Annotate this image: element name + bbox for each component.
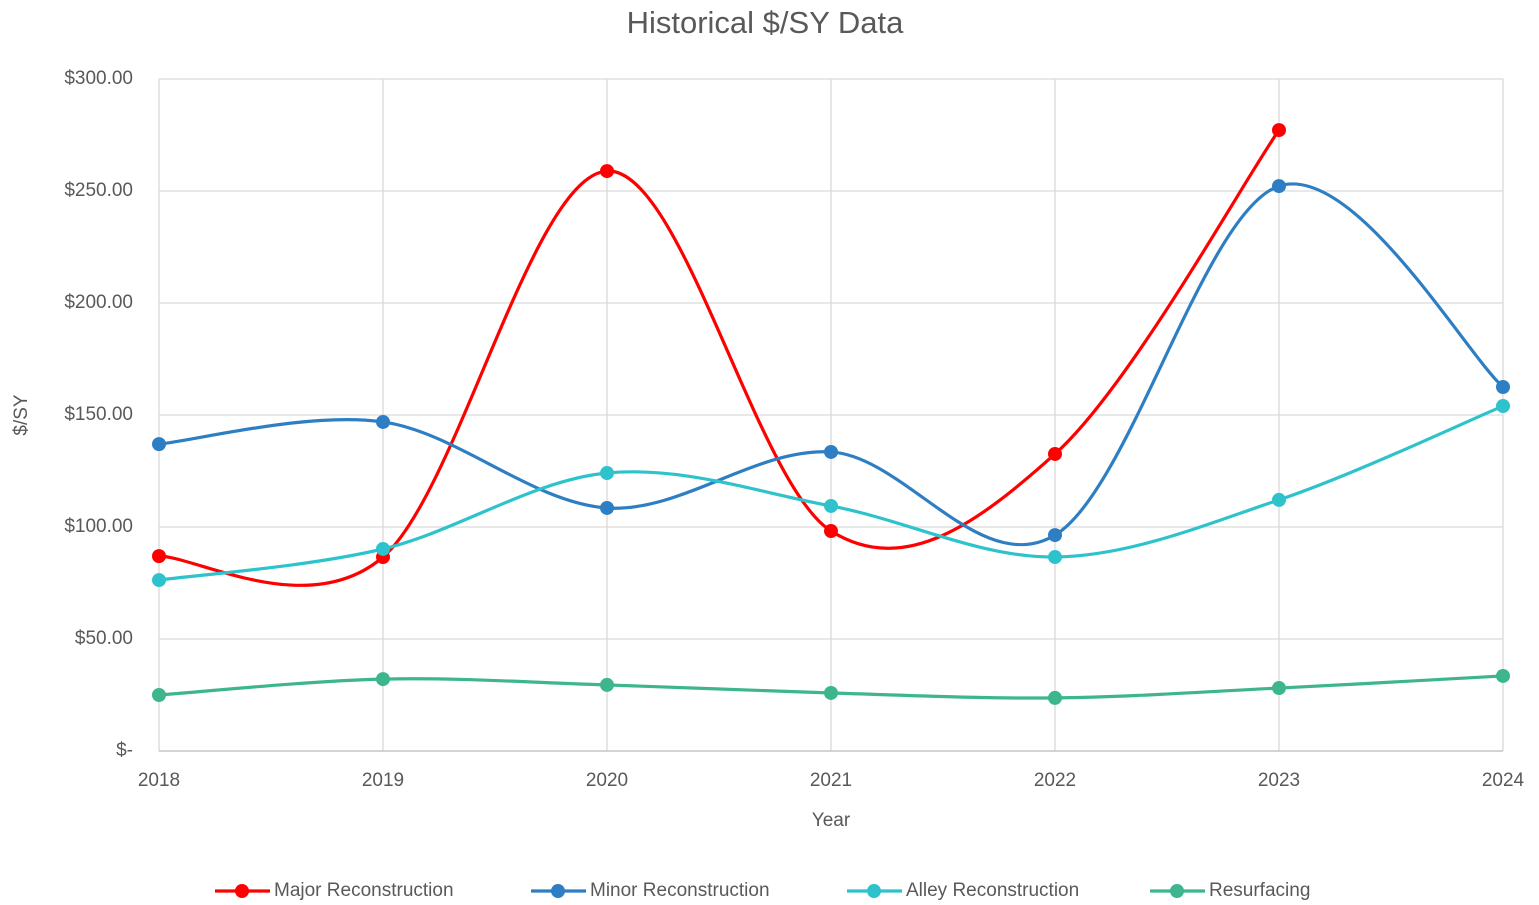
x-tick-label: 2018 xyxy=(138,770,180,791)
data-point xyxy=(1272,492,1286,507)
y-tick-label: $- xyxy=(116,740,133,761)
data-point xyxy=(376,672,390,687)
data-point xyxy=(600,500,614,515)
data-point xyxy=(824,444,838,459)
data-point xyxy=(600,677,614,692)
data-point xyxy=(824,498,838,513)
data-point xyxy=(1272,681,1286,696)
data-point xyxy=(1048,550,1062,565)
chart-title: Historical $/SY Data xyxy=(627,5,905,40)
x-tick-label: 2020 xyxy=(586,770,628,791)
legend-label: Resurfacing xyxy=(1209,880,1310,901)
y-tick-label: $200.00 xyxy=(64,292,133,313)
x-tick-label: 2022 xyxy=(1034,770,1076,791)
x-tick-label: 2024 xyxy=(1482,770,1525,791)
data-point xyxy=(600,164,614,179)
data-point xyxy=(1496,668,1510,683)
legend-item: Resurfacing xyxy=(1150,880,1310,901)
legend-label: Minor Reconstruction xyxy=(590,880,770,901)
data-point xyxy=(600,466,614,481)
y-tick-label: $250.00 xyxy=(64,180,133,201)
data-point xyxy=(824,524,838,539)
legend-label: Alley Reconstruction xyxy=(906,880,1079,901)
data-point xyxy=(1496,380,1510,394)
x-axis-title: Year xyxy=(812,810,851,831)
legend-item: Major Reconstruction xyxy=(215,880,454,901)
y-tick-label: $150.00 xyxy=(64,404,133,425)
series-line xyxy=(157,128,1281,587)
x-tick-label: 2023 xyxy=(1258,770,1300,791)
data-point xyxy=(824,685,838,700)
data-point xyxy=(1272,179,1286,194)
data-point xyxy=(376,541,390,556)
x-tick-label: 2019 xyxy=(362,770,404,791)
data-point xyxy=(1048,528,1062,543)
legend-item: Alley Reconstruction xyxy=(847,880,1079,901)
data-point xyxy=(152,549,166,564)
x-tick-label: 2021 xyxy=(810,770,852,791)
legend-marker xyxy=(235,884,249,898)
legend-marker xyxy=(867,884,881,898)
y-axis-title: $/SY xyxy=(11,394,32,436)
y-tick-label: $300.00 xyxy=(64,68,133,89)
legend-marker xyxy=(1170,884,1184,898)
legend-item: Minor Reconstruction xyxy=(531,880,770,901)
data-point xyxy=(1048,446,1062,461)
data-point xyxy=(1048,690,1062,705)
y-tick-label: $50.00 xyxy=(75,628,133,649)
data-point xyxy=(152,437,166,452)
legend-marker xyxy=(551,884,565,898)
data-point xyxy=(152,688,166,702)
data-point xyxy=(376,414,390,429)
data-point xyxy=(152,573,166,588)
data-point xyxy=(1496,399,1510,414)
y-tick-label: $100.00 xyxy=(64,516,133,537)
legend-label: Major Reconstruction xyxy=(274,880,454,901)
data-point xyxy=(1272,123,1286,138)
